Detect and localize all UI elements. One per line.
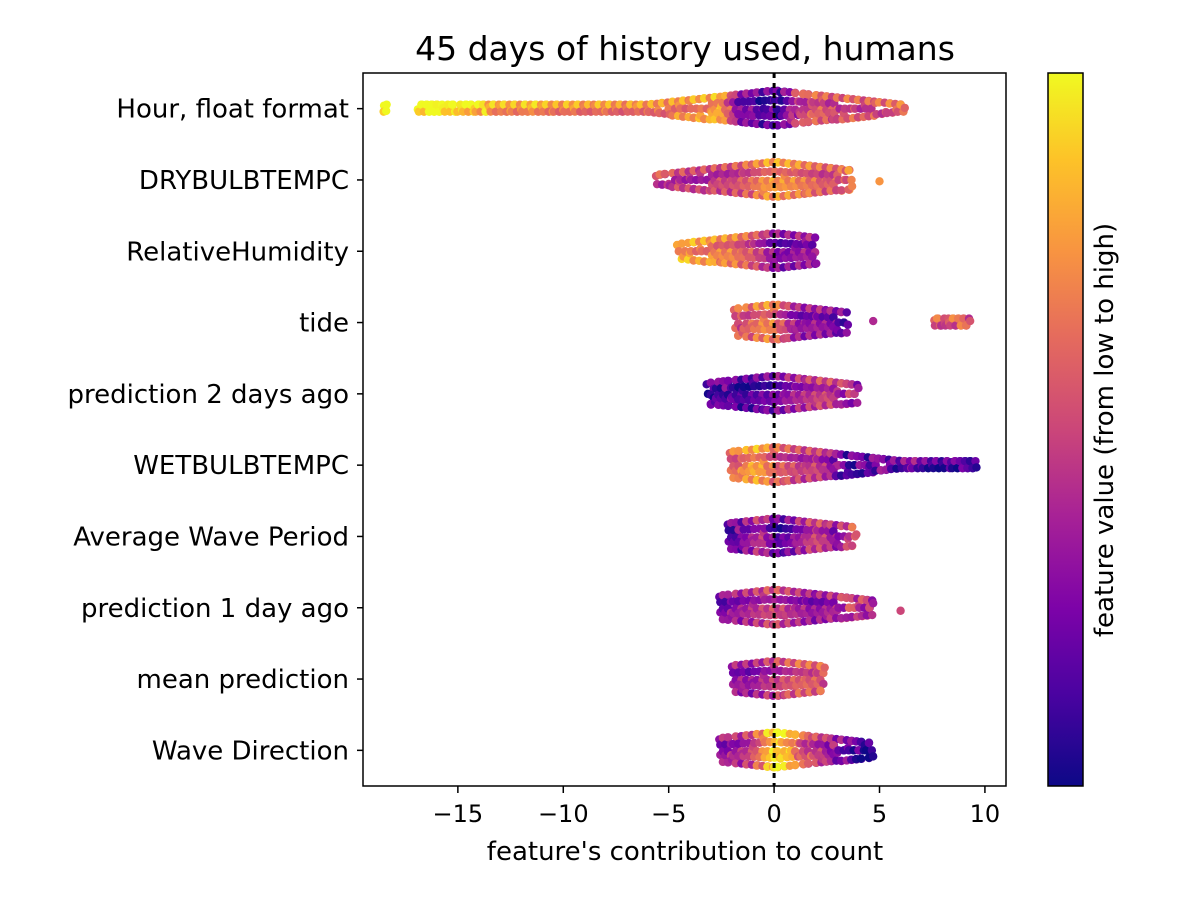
data-point	[868, 316, 878, 326]
data-point	[842, 308, 851, 317]
feature-label: WETBULBTEMPC	[133, 451, 349, 481]
data-point	[677, 239, 686, 248]
x-tick-label: 10	[970, 800, 1001, 828]
data-point	[660, 169, 669, 179]
data-point	[790, 88, 800, 98]
data-point	[932, 314, 942, 323]
chart-title: 45 days of history used, humans	[415, 29, 955, 68]
data-point	[868, 752, 878, 761]
data-point	[790, 118, 800, 128]
data-point	[971, 456, 980, 466]
data-point	[965, 316, 975, 326]
data-point	[847, 541, 857, 550]
data-point	[844, 166, 853, 175]
data-point	[866, 104, 876, 113]
x-tick-label: −10	[538, 800, 589, 828]
data-point	[820, 663, 829, 672]
data-point	[856, 754, 866, 763]
data-point	[812, 259, 821, 268]
data-point	[810, 233, 820, 242]
data-point	[723, 590, 733, 599]
data-point	[803, 117, 813, 126]
feature-labels: Hour, float format DRYBULBTEMPC RelativeHu…	[68, 95, 363, 766]
colorbar-label: feature value (from low to high)	[1090, 223, 1120, 637]
data-point	[861, 746, 871, 755]
data-point	[733, 304, 743, 313]
data-point	[819, 679, 828, 689]
feature-label: RelativeHumidity	[126, 237, 349, 267]
x-tick-label: 5	[872, 800, 887, 828]
x-axis-ticks: −15 −10 −5 0 5 10	[433, 786, 1001, 828]
data-point	[837, 186, 846, 195]
feature-label: Average Wave Period	[73, 522, 349, 552]
data-point	[847, 182, 857, 191]
data-point	[868, 599, 878, 608]
data-point	[864, 738, 874, 748]
feature-label: prediction 1 day ago	[81, 594, 349, 624]
data-point	[896, 606, 905, 615]
feature-label: tide	[299, 309, 349, 339]
data-point	[939, 463, 949, 473]
data-point	[723, 376, 733, 385]
data-point	[844, 532, 854, 541]
data-point	[875, 177, 884, 186]
data-point	[868, 610, 877, 620]
data-point	[843, 320, 853, 329]
x-tick-label: −15	[433, 800, 484, 828]
x-axis-label: feature's contribution to count	[487, 837, 883, 867]
plot-frame	[362, 72, 1007, 787]
feature-label: mean prediction	[137, 665, 349, 695]
data-point	[900, 103, 910, 113]
data-point	[381, 106, 391, 116]
data-point	[723, 733, 733, 742]
data-point	[807, 240, 817, 250]
feature-label: Hour, float format	[116, 95, 349, 125]
feature-label: Wave Direction	[152, 736, 349, 766]
data-point	[803, 90, 813, 99]
data-point	[807, 252, 817, 261]
data-point	[834, 175, 843, 185]
x-tick-label: 0	[766, 800, 781, 828]
feature-label: DRYBULBTEMPC	[139, 166, 349, 196]
data-point	[816, 686, 825, 695]
x-tick-label: −5	[651, 800, 686, 828]
data-point	[790, 730, 800, 740]
data-point	[852, 530, 861, 539]
data-point	[842, 328, 851, 337]
data-point	[447, 100, 457, 109]
data-point	[723, 401, 733, 411]
data-point	[382, 100, 391, 109]
data-point	[972, 463, 981, 472]
data-point	[734, 446, 743, 456]
data-point	[847, 523, 857, 532]
data-point	[853, 398, 862, 408]
data-point	[854, 383, 863, 393]
data-point	[847, 175, 856, 185]
data-point	[803, 759, 813, 768]
colorbar	[1047, 72, 1084, 787]
feature-label: prediction 2 days ago	[68, 380, 350, 410]
data-points	[379, 86, 981, 772]
data-point	[790, 760, 800, 770]
